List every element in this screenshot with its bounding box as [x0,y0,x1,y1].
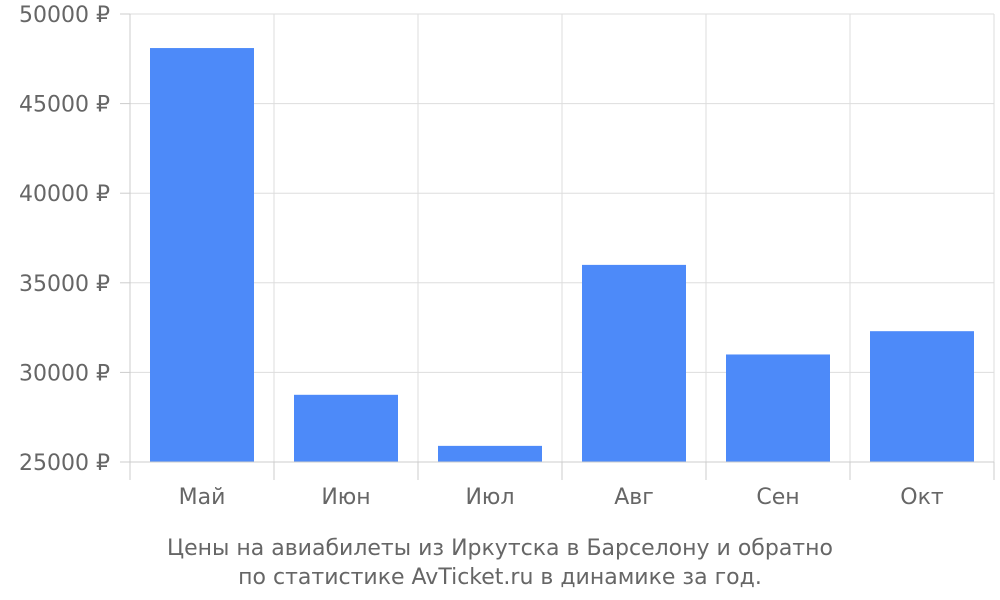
y-tick-labels: 25000 ₽ 30000 ₽ 35000 ₽ 40000 ₽ 45000 ₽ 50000… [19,3,110,476]
bar-6 [870,331,974,462]
bar-2 [294,394,398,462]
x-tick-label: Май [179,485,226,510]
y-tick-label: 50000 ₽ [19,3,110,28]
chart-caption-line-2: по статистике AvTicket.ru в динамике за … [238,565,762,590]
bar-5 [726,354,830,462]
grid-lines [129,13,995,463]
y-tick-label: 45000 ₽ [19,93,110,118]
bar-1 [150,48,254,462]
bars [150,48,974,462]
y-tick-label: 40000 ₽ [19,182,110,207]
x-tick-label: Июл [465,485,514,510]
x-tick-label: Окт [900,485,944,510]
chart-caption-line-1: Цены на авиабилеты из Иркутска в Барсело… [167,536,833,561]
y-tick-label: 30000 ₽ [19,361,110,386]
bar-3 [438,445,542,462]
y-tick-label: 35000 ₽ [19,272,110,297]
bar-4 [582,264,686,462]
y-tick-label: 25000 ₽ [19,451,110,476]
axes [120,13,995,480]
x-tick-label: Сен [756,485,799,510]
x-tick-labels: Май Июн Июл Авг Сен Окт [179,485,944,510]
x-tick-label: Авг [614,485,654,510]
x-tick-label: Июн [321,485,370,510]
